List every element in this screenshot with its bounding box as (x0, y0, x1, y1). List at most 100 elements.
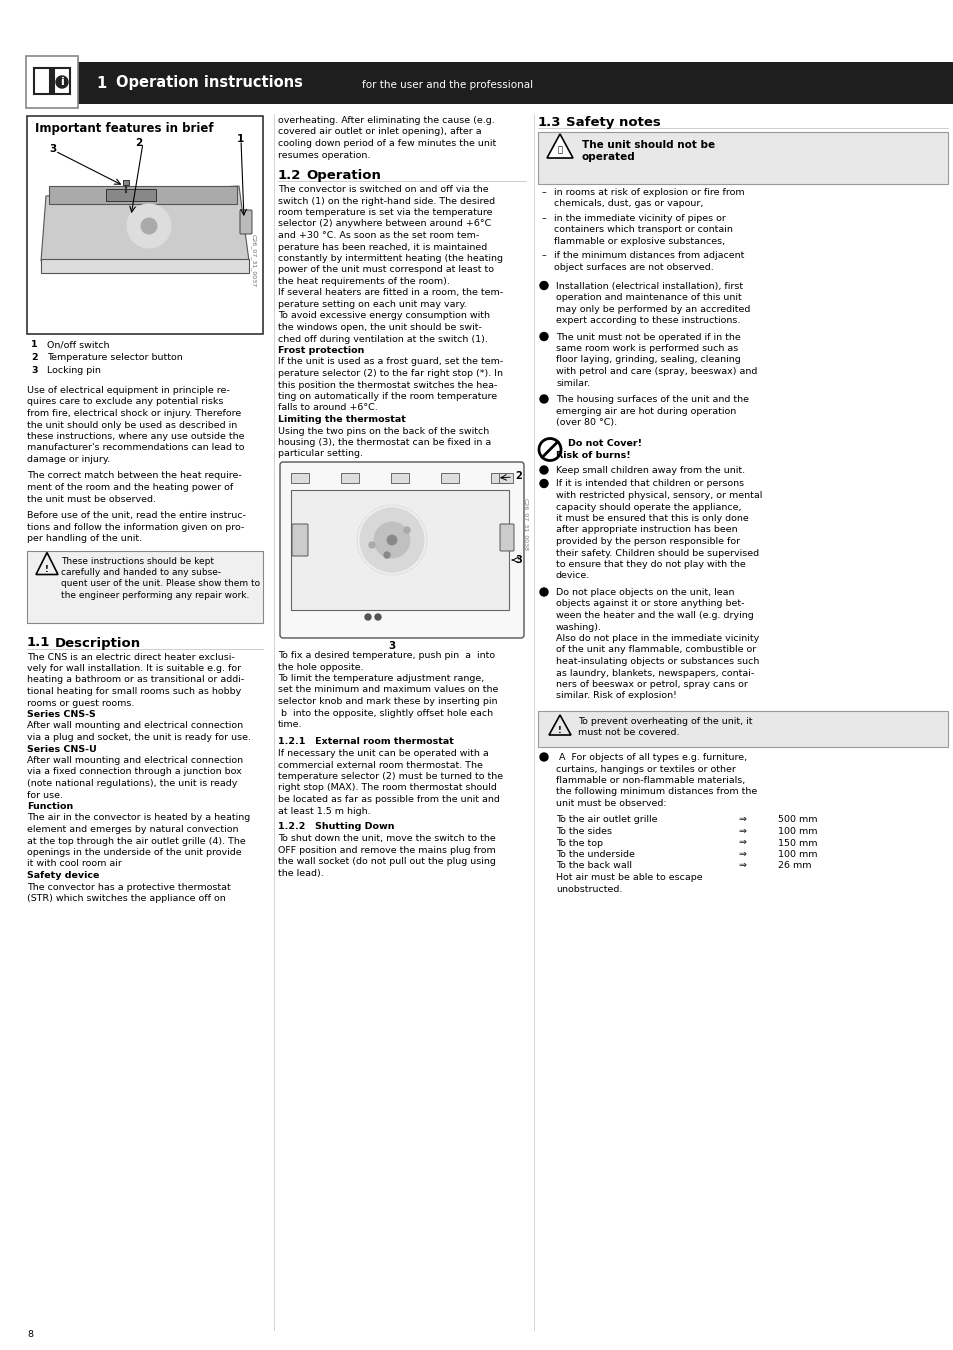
Text: and +30 °C. As soon as the set room tem-: and +30 °C. As soon as the set room tem- (277, 231, 478, 240)
Text: To the back wall: To the back wall (556, 861, 631, 871)
Text: OFF position and remove the mains plug from: OFF position and remove the mains plug f… (277, 846, 496, 855)
Text: right stop (MAX). The room thermostat should: right stop (MAX). The room thermostat sh… (277, 783, 497, 792)
Text: To limit the temperature adjustment range,: To limit the temperature adjustment rang… (277, 674, 484, 683)
Polygon shape (546, 134, 573, 158)
Text: the lead).: the lead). (277, 869, 323, 878)
Circle shape (403, 526, 410, 533)
Text: 26 mm: 26 mm (778, 861, 811, 871)
Text: 1.3: 1.3 (537, 116, 561, 130)
Text: capacity should operate the appliance,: capacity should operate the appliance, (556, 502, 740, 512)
Text: switch (1) on the right-hand side. The desired: switch (1) on the right-hand side. The d… (277, 197, 495, 205)
Text: constantly by intermittent heating (the heating: constantly by intermittent heating (the … (277, 254, 502, 263)
Text: The correct match between the heat require-: The correct match between the heat requi… (27, 471, 241, 481)
Text: ⇒: ⇒ (738, 828, 745, 836)
FancyBboxPatch shape (291, 472, 309, 483)
Text: unit must be observed:: unit must be observed: (556, 799, 666, 809)
Circle shape (539, 589, 547, 595)
Text: These instructions should be kept: These instructions should be kept (61, 556, 213, 566)
Text: Description: Description (55, 636, 141, 649)
Text: 3: 3 (30, 366, 37, 375)
Text: 3: 3 (388, 641, 395, 651)
FancyBboxPatch shape (391, 472, 409, 483)
Text: 1: 1 (30, 340, 37, 350)
FancyBboxPatch shape (291, 490, 509, 610)
Text: after appropriate instruction has been: after appropriate instruction has been (556, 525, 737, 535)
Text: similar. Risk of explosion!: similar. Risk of explosion! (556, 691, 677, 701)
Text: at the top through the air outlet grille (4). The: at the top through the air outlet grille… (27, 837, 246, 845)
Text: After wall mounting and electrical connection: After wall mounting and electrical conne… (27, 756, 243, 765)
Text: Series CNS-S: Series CNS-S (27, 710, 95, 720)
Text: resumes operation.: resumes operation. (277, 150, 370, 159)
Circle shape (127, 204, 171, 248)
Text: damage or injury.: damage or injury. (27, 455, 110, 464)
Text: The unit must not be operated if in the: The unit must not be operated if in the (556, 332, 740, 342)
Text: The CNS is an electric direct heater exclusi-: The CNS is an electric direct heater exc… (27, 652, 234, 662)
Text: Series CNS-U: Series CNS-U (27, 744, 96, 753)
Text: the heat requirements of the room).: the heat requirements of the room). (277, 277, 450, 286)
Text: Use of electrical equipment in principle re-: Use of electrical equipment in principle… (27, 386, 230, 396)
Text: expert according to these instructions.: expert according to these instructions. (556, 316, 740, 325)
Text: Limiting the thermostat: Limiting the thermostat (277, 414, 405, 424)
FancyBboxPatch shape (440, 472, 458, 483)
Text: To shut down the unit, move the switch to the: To shut down the unit, move the switch t… (277, 834, 496, 844)
Text: A  For objects of all types e.g. furniture,: A For objects of all types e.g. furnitur… (556, 753, 746, 761)
Circle shape (359, 508, 423, 572)
FancyBboxPatch shape (340, 472, 358, 483)
Text: overheating. After eliminating the cause (e.g.: overheating. After eliminating the cause… (277, 116, 495, 126)
Text: falls to around +6°C.: falls to around +6°C. (277, 404, 377, 413)
Text: object surfaces are not observed.: object surfaces are not observed. (554, 263, 713, 271)
Text: this position the thermostat switches the hea-: this position the thermostat switches th… (277, 381, 497, 390)
Text: washing).: washing). (556, 622, 601, 632)
Circle shape (539, 282, 547, 289)
Text: operation and maintenance of this unit: operation and maintenance of this unit (556, 293, 741, 302)
Text: 1.2: 1.2 (277, 169, 301, 182)
FancyBboxPatch shape (537, 711, 947, 747)
Text: Operation: Operation (306, 169, 380, 182)
Text: provided by the person responsible for: provided by the person responsible for (556, 537, 740, 545)
Text: 3: 3 (49, 144, 56, 154)
Text: Keep small children away from the unit.: Keep small children away from the unit. (556, 466, 744, 475)
Text: (over 80 °C).: (over 80 °C). (556, 418, 617, 427)
Text: of the unit any flammable, combustible or: of the unit any flammable, combustible o… (556, 645, 756, 655)
Text: flammable or non-flammable materials,: flammable or non-flammable materials, (556, 776, 744, 784)
Text: To the air outlet grille: To the air outlet grille (556, 815, 657, 825)
Text: housing (3), the thermostat can be fixed in a: housing (3), the thermostat can be fixed… (277, 437, 491, 447)
Text: b: b (361, 541, 366, 551)
Text: 1.1: 1.1 (27, 636, 51, 649)
Text: Installation (electrical installation), first: Installation (electrical installation), … (556, 282, 742, 290)
Text: –: – (541, 251, 546, 261)
Text: 🔥: 🔥 (557, 146, 562, 154)
Text: Frost protection: Frost protection (277, 346, 364, 355)
Text: The convector has a protective thermostat: The convector has a protective thermosta… (27, 883, 231, 891)
Text: ners of beeswax or petrol, spray cans or: ners of beeswax or petrol, spray cans or (556, 680, 747, 688)
Text: ⊞: ⊞ (40, 68, 64, 96)
Text: floor laying, grinding, sealing, cleaning: floor laying, grinding, sealing, cleanin… (556, 355, 740, 364)
Text: set the minimum and maximum values on the: set the minimum and maximum values on th… (277, 686, 497, 694)
Text: perature has been reached, it is maintained: perature has been reached, it is maintai… (277, 243, 487, 251)
Text: for use.: for use. (27, 791, 63, 799)
Text: these instructions, where any use outside the: these instructions, where any use outsid… (27, 432, 244, 441)
Text: curtains, hangings or textiles or other: curtains, hangings or textiles or other (556, 764, 735, 774)
Circle shape (369, 541, 375, 548)
Text: max: max (112, 189, 130, 194)
Text: may only be performed by an accredited: may only be performed by an accredited (556, 305, 750, 313)
Text: Before use of the unit, read the entire instruc-: Before use of the unit, read the entire … (27, 512, 246, 520)
Text: The convector is switched on and off via the: The convector is switched on and off via… (277, 185, 488, 194)
Text: covered air outlet or inlet opening), after a: covered air outlet or inlet opening), af… (277, 127, 481, 136)
Text: To the sides: To the sides (556, 828, 612, 836)
Text: If it is intended that children or persons: If it is intended that children or perso… (556, 479, 743, 489)
Text: in the immediate vicinity of pipes or: in the immediate vicinity of pipes or (554, 215, 725, 223)
FancyBboxPatch shape (27, 551, 263, 622)
FancyBboxPatch shape (54, 68, 70, 94)
Text: ting on automatically if the room temperature: ting on automatically if the room temper… (277, 392, 497, 401)
FancyBboxPatch shape (26, 55, 78, 108)
Text: carefully and handed to any subse-: carefully and handed to any subse- (61, 568, 221, 576)
Text: If several heaters are fitted in a room, the tem-: If several heaters are fitted in a room,… (277, 289, 502, 297)
Text: –: – (541, 188, 546, 197)
FancyBboxPatch shape (41, 259, 249, 273)
FancyBboxPatch shape (49, 186, 236, 204)
Text: from fire, electrical shock or injury. Therefore: from fire, electrical shock or injury. T… (27, 409, 241, 418)
Text: be located as far as possible from the unit and: be located as far as possible from the u… (277, 795, 499, 805)
Text: flammable or explosive substances,: flammable or explosive substances, (554, 238, 724, 246)
Text: 1: 1 (96, 76, 106, 90)
